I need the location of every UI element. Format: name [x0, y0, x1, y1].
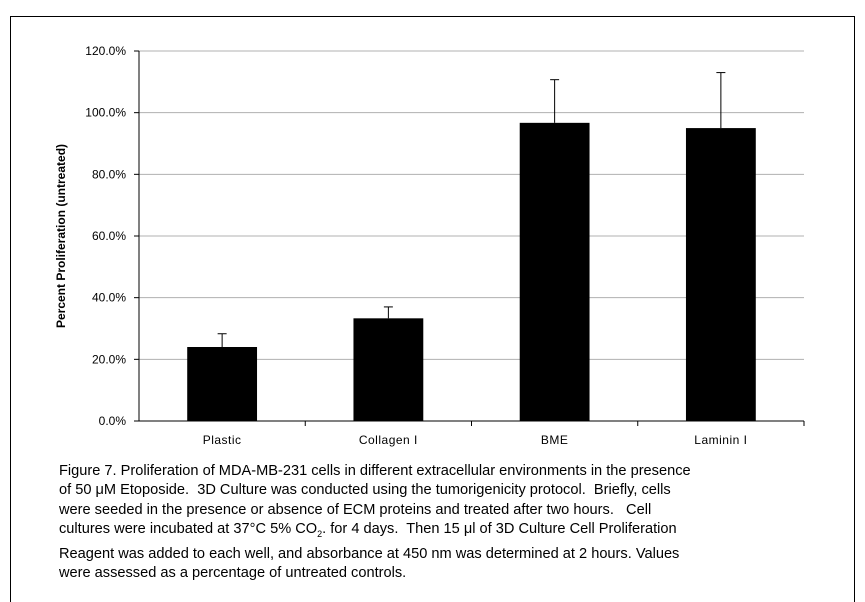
y-tick-labels: 0.0% 20.0% 40.0% 60.0% 80.0% 100.0% 120.0% — [85, 44, 126, 428]
bar — [519, 122, 590, 421]
caption-line: of 50 μM Etoposide. 3D Culture was condu… — [59, 482, 671, 499]
x-tick-label: Collagen I — [359, 433, 418, 447]
x-tick-label: Plastic — [203, 433, 242, 447]
y-tick-label: 80.0% — [92, 167, 126, 181]
caption-line: Reagent was added to each well, and abso… — [59, 545, 680, 562]
caption-line: were assessed as a percentage of untreat… — [59, 564, 407, 581]
y-axis-label: Percent Proliferation (untreated) — [54, 144, 68, 328]
bar — [685, 128, 756, 422]
x-tick-labels: Plastic Collagen I BME Laminin I — [203, 433, 747, 447]
bar — [353, 318, 424, 421]
y-tick-label: 0.0% — [99, 414, 127, 428]
bars — [187, 122, 756, 422]
caption-line: cultures were incubated at 37°C 5% CO2. … — [59, 521, 677, 540]
y-tick-label: 60.0% — [92, 229, 126, 243]
y-tick-label: 120.0% — [85, 44, 126, 58]
y-tick-label: 100.0% — [85, 106, 126, 120]
y-tick-label: 20.0% — [92, 352, 126, 366]
error-bars — [217, 72, 726, 347]
x-tick-label: BME — [541, 433, 569, 447]
bar-chart: 0.0% 20.0% 40.0% 60.0% 80.0% 100.0% 120.0% Pla… — [54, 44, 805, 447]
bar — [187, 347, 258, 421]
y-tick-label: 40.0% — [92, 291, 126, 305]
figure-frame — [10, 16, 855, 602]
caption-line: were seeded in the presence or absence o… — [59, 501, 652, 518]
caption-line: Figure 7. Proliferation of MDA-MB-231 ce… — [59, 463, 691, 479]
figure-caption: Figure 7. Proliferation of MDA-MB-231 ce… — [59, 462, 829, 583]
axes — [134, 50, 805, 426]
x-tick-label: Laminin I — [694, 433, 747, 447]
